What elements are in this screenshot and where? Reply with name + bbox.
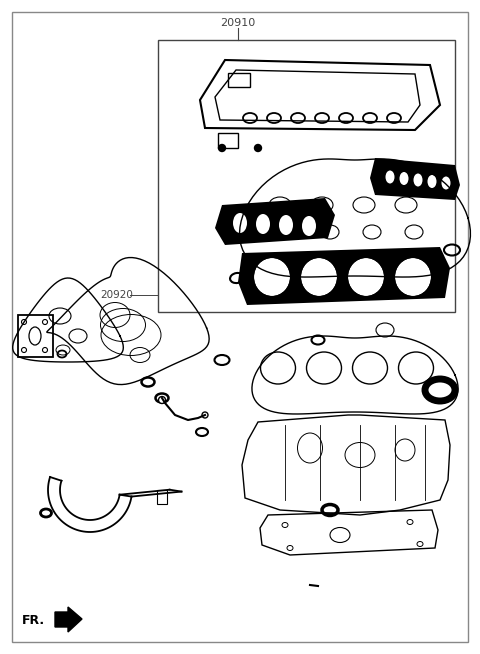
Ellipse shape [302, 216, 316, 236]
Text: 20920: 20920 [100, 290, 133, 300]
Bar [157, 490, 168, 504]
Ellipse shape [348, 258, 384, 296]
Ellipse shape [279, 215, 293, 235]
Polygon shape [55, 607, 82, 632]
Polygon shape [215, 198, 335, 245]
Ellipse shape [395, 258, 431, 296]
Ellipse shape [442, 177, 451, 190]
Ellipse shape [254, 145, 262, 152]
Ellipse shape [256, 214, 270, 234]
Polygon shape [370, 158, 460, 200]
Ellipse shape [218, 145, 226, 152]
Ellipse shape [233, 213, 247, 233]
Bar [228, 73, 250, 87]
Polygon shape [238, 247, 450, 305]
Ellipse shape [254, 258, 290, 296]
Bar [158, 40, 455, 312]
Text: 20910: 20910 [220, 18, 256, 28]
Bar [18, 315, 53, 357]
Polygon shape [215, 70, 420, 122]
Ellipse shape [428, 175, 436, 188]
Ellipse shape [413, 173, 422, 186]
Ellipse shape [158, 396, 166, 404]
Ellipse shape [399, 172, 408, 185]
Ellipse shape [385, 171, 395, 184]
Ellipse shape [301, 258, 337, 296]
Bar [218, 133, 238, 148]
Text: FR.: FR. [22, 613, 45, 627]
